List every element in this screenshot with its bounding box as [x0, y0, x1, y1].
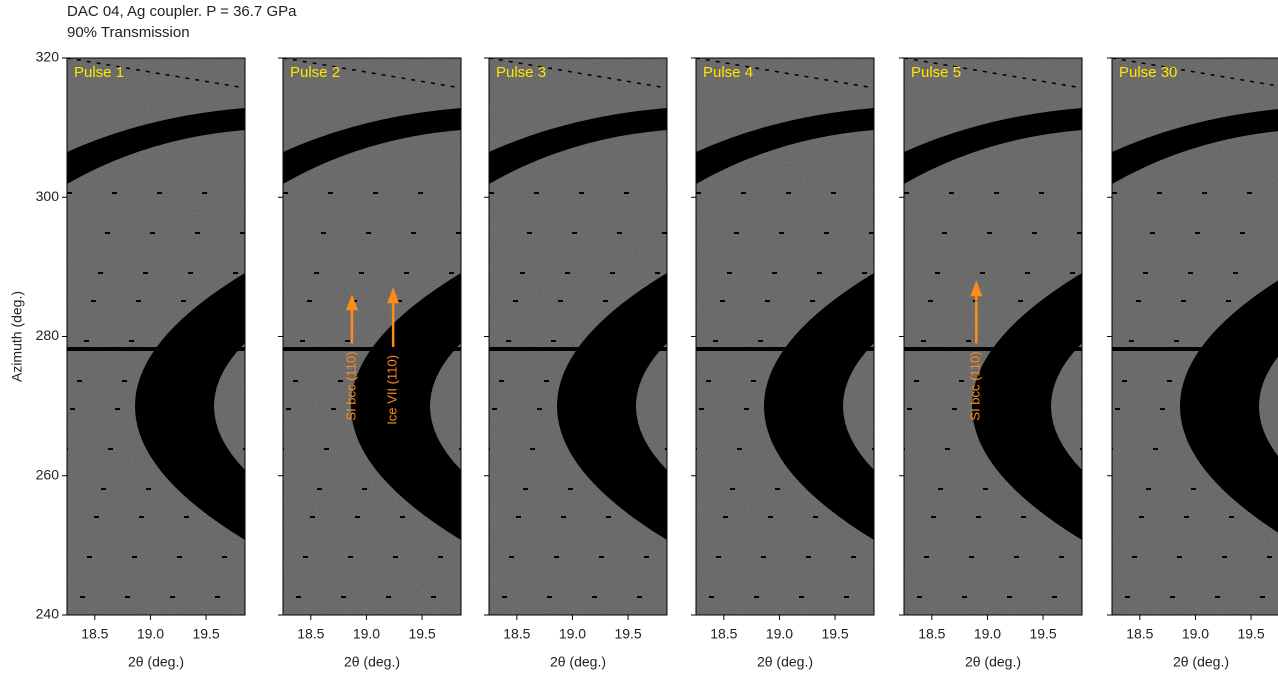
x-tick-label: 19.5	[1029, 626, 1056, 642]
annotation: Ice VII (110)	[385, 355, 400, 425]
x-tick-label: 19.0	[137, 626, 164, 642]
panel-title: Pulse 1	[74, 64, 124, 81]
annotation: SI bcc (110)	[968, 351, 983, 420]
panel	[489, 58, 667, 615]
y-tick-label: 260	[36, 466, 60, 482]
annotation: SI bcc (110)	[343, 351, 358, 420]
y-axis-label: Azimuth (deg.)	[9, 291, 25, 382]
x-tick-label: 18.5	[710, 626, 737, 642]
y-tick-label: 240	[36, 606, 60, 622]
panel	[283, 58, 461, 615]
x-axis-label: 2θ (deg.)	[965, 654, 1021, 670]
x-tick-label: 19.0	[559, 626, 586, 642]
figure-subtitle: 90% Transmission	[67, 24, 190, 41]
x-tick-label: 19.0	[766, 626, 793, 642]
x-tick-label: 19.5	[614, 626, 641, 642]
y-tick-label: 320	[36, 49, 60, 65]
figure: DAC 04, Ag coupler. P = 36.7 GPa 90% Tra…	[0, 0, 1278, 675]
panel	[67, 58, 245, 615]
x-tick-label: 18.5	[81, 626, 108, 642]
panel-title: Pulse 4	[703, 64, 753, 81]
x-tick-label: 19.5	[192, 626, 219, 642]
x-tick-label: 19.0	[353, 626, 380, 642]
x-tick-label: 18.5	[503, 626, 530, 642]
x-tick-label: 19.5	[1237, 626, 1264, 642]
x-axis-label: 2θ (deg.)	[344, 654, 400, 670]
panel-title: Pulse 30	[1119, 64, 1177, 81]
y-tick-label: 280	[36, 327, 60, 343]
figure-title: DAC 04, Ag coupler. P = 36.7 GPa	[67, 3, 297, 20]
panel-title: Pulse 2	[290, 64, 340, 81]
y-tick-label: 300	[36, 188, 60, 204]
x-tick-label: 18.5	[918, 626, 945, 642]
x-tick-label: 19.5	[408, 626, 435, 642]
panel	[1112, 58, 1278, 615]
x-axis-label: 2θ (deg.)	[128, 654, 184, 670]
x-tick-label: 18.5	[297, 626, 324, 642]
x-tick-label: 19.0	[1182, 626, 1209, 642]
x-tick-label: 19.0	[974, 626, 1001, 642]
panel	[904, 58, 1082, 615]
x-axis-label: 2θ (deg.)	[1173, 654, 1229, 670]
panel	[696, 58, 874, 615]
panel-title: Pulse 5	[911, 64, 961, 81]
x-axis-label: 2θ (deg.)	[757, 654, 813, 670]
x-tick-label: 19.5	[821, 626, 848, 642]
x-axis-label: 2θ (deg.)	[550, 654, 606, 670]
panel-title: Pulse 3	[496, 64, 546, 81]
x-tick-label: 18.5	[1126, 626, 1153, 642]
